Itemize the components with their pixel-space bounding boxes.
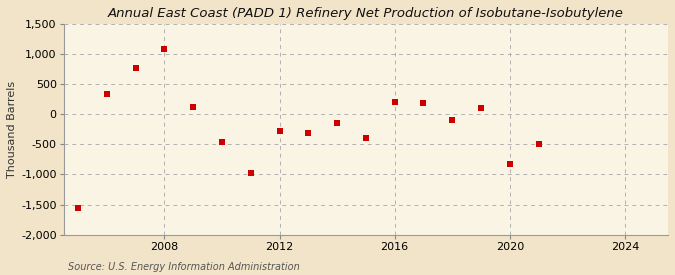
Point bbox=[188, 105, 198, 109]
Point bbox=[504, 161, 515, 166]
Point bbox=[130, 66, 141, 71]
Text: Source: U.S. Energy Information Administration: Source: U.S. Energy Information Administ… bbox=[68, 262, 299, 272]
Point bbox=[331, 121, 342, 125]
Point bbox=[360, 136, 371, 140]
Point bbox=[389, 100, 400, 104]
Title: Annual East Coast (PADD 1) Refinery Net Production of Isobutane-Isobutylene: Annual East Coast (PADD 1) Refinery Net … bbox=[108, 7, 624, 20]
Y-axis label: Thousand Barrels: Thousand Barrels bbox=[7, 81, 17, 178]
Point bbox=[101, 92, 112, 97]
Point bbox=[447, 118, 458, 122]
Point bbox=[217, 140, 227, 144]
Point bbox=[303, 131, 314, 135]
Point bbox=[245, 170, 256, 175]
Point bbox=[418, 101, 429, 105]
Point bbox=[274, 129, 285, 133]
Point bbox=[476, 105, 487, 110]
Point bbox=[73, 205, 84, 210]
Point bbox=[159, 47, 170, 51]
Point bbox=[533, 142, 544, 146]
